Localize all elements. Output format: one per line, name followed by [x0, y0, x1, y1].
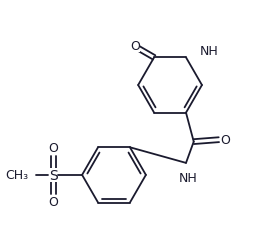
Text: CH₃: CH₃ — [5, 169, 28, 182]
Text: NH: NH — [199, 45, 218, 58]
Text: O: O — [131, 40, 140, 53]
Text: NH: NH — [179, 171, 197, 184]
Text: S: S — [49, 168, 57, 182]
Text: O: O — [48, 196, 58, 209]
Text: O: O — [221, 134, 231, 147]
Text: O: O — [48, 142, 58, 155]
